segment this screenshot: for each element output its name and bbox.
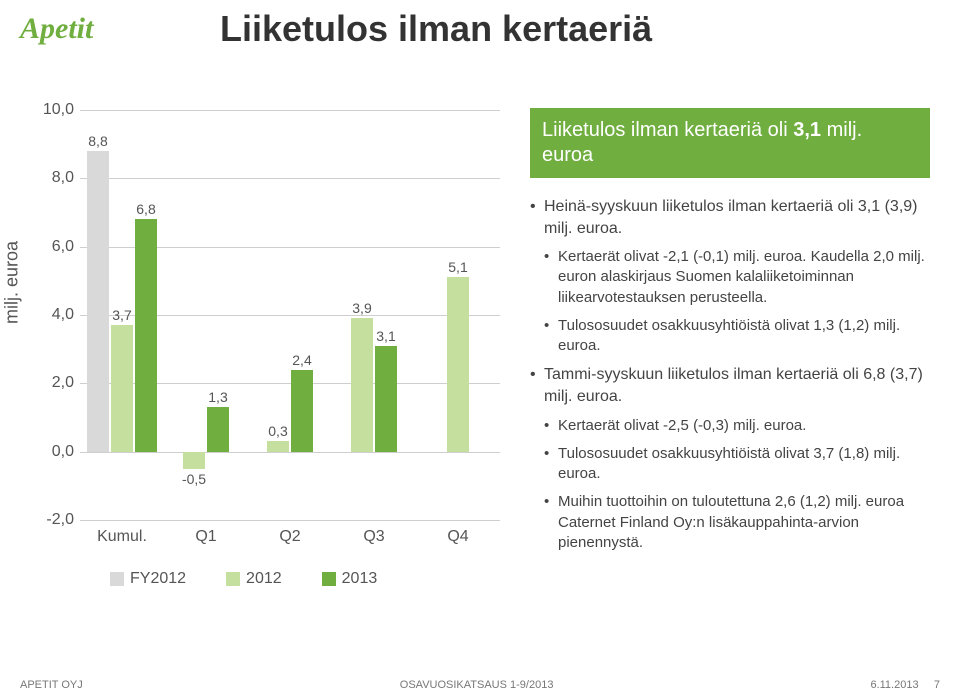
bar-group: -0,51,3 <box>183 407 229 451</box>
bar-group: 8,83,76,8 <box>87 151 157 452</box>
category-label: Q4 <box>447 528 468 546</box>
bar-value-label: 8,8 <box>88 133 107 149</box>
y-tick: 2,0 <box>52 374 74 392</box>
chart-bar: 8,8 <box>87 151 109 452</box>
chart-legend: FY2012 2012 2013 <box>110 570 377 588</box>
bar-group: 0,32,4 <box>267 370 313 452</box>
chart-bar: 5,1 <box>447 277 469 451</box>
highlight-bold: 3,1 <box>793 119 821 141</box>
bullet-sub: Tulososuudet osakkuusyhtiöistä olivat 3,… <box>530 444 940 485</box>
y-tick: 0,0 <box>52 443 74 461</box>
bullet-sub: Kertaerät olivat -2,5 (-0,3) milj. euroa… <box>530 416 940 436</box>
legend-item: FY2012 <box>110 570 186 588</box>
bar-value-label: 3,7 <box>112 307 131 323</box>
chart-bar: 3,1 <box>375 346 397 452</box>
legend-swatch <box>226 572 240 586</box>
bar-value-label: 5,1 <box>448 259 467 275</box>
legend-label: 2013 <box>342 570 378 588</box>
bullet-main: Tammi-syyskuun liiketulos ilman kertaeri… <box>530 364 940 407</box>
legend-swatch <box>322 572 336 586</box>
chart-bar: 3,9 <box>351 318 373 451</box>
page-title: Liiketulos ilman kertaeriä <box>220 8 652 50</box>
bullet-sub: Kertaerät olivat -2,1 (-0,1) milj. euroa… <box>530 247 940 308</box>
bar-group: 5,1 <box>447 277 469 451</box>
bullet-sub: Tulososuudet osakkuusyhtiöistä olivat 1,… <box>530 316 940 357</box>
brand-logo: Apetit <box>20 12 93 46</box>
bullet-sub: Muihin tuottoihin on tuloutettuna 2,6 (1… <box>530 492 940 553</box>
category-label: Q1 <box>195 528 216 546</box>
footer-right: 6.11.2013 7 <box>870 679 940 691</box>
legend-swatch <box>110 572 124 586</box>
bar-chart: milj. euroa -2,00,02,04,06,08,010,08,83,… <box>20 110 500 600</box>
chart-bar: 1,3 <box>207 407 229 451</box>
y-tick: 4,0 <box>52 306 74 324</box>
footer-left: APETIT OYJ <box>20 679 83 691</box>
y-tick: 10,0 <box>43 101 74 119</box>
bar-value-label: -0,5 <box>182 471 206 487</box>
bullet-list: Heinä-syyskuun liiketulos ilman kertaeri… <box>530 190 940 561</box>
bar-value-label: 0,3 <box>268 423 287 439</box>
chart-bar: -0,5 <box>183 452 205 469</box>
bullet-main: Heinä-syyskuun liiketulos ilman kertaeri… <box>530 196 940 239</box>
y-axis-label: milj. euroa <box>2 241 23 324</box>
y-tick: 8,0 <box>52 169 74 187</box>
highlight-prefix: Liiketulos ilman kertaeriä oli <box>542 119 793 141</box>
bar-group: 3,93,1 <box>351 318 397 451</box>
legend-label: 2012 <box>246 570 282 588</box>
bar-value-label: 6,8 <box>136 201 155 217</box>
bar-value-label: 3,9 <box>352 300 371 316</box>
y-tick: 6,0 <box>52 238 74 256</box>
chart-bar: 3,7 <box>111 325 133 451</box>
category-label: Q3 <box>363 528 384 546</box>
y-tick: -2,0 <box>46 511 74 529</box>
footer-center: OSAVUOSIKATSAUS 1-9/2013 <box>400 679 554 691</box>
chart-bar: 6,8 <box>135 219 157 451</box>
page-footer: APETIT OYJ OSAVUOSIKATSAUS 1-9/2013 6.11… <box>20 679 940 691</box>
chart-plot: -2,00,02,04,06,08,010,08,83,76,8Kumul.-0… <box>80 110 500 520</box>
footer-date: 6.11.2013 <box>870 679 918 691</box>
highlight-box: Liiketulos ilman kertaeriä oli 3,1 milj.… <box>530 108 930 178</box>
legend-item: 2013 <box>322 570 378 588</box>
chart-bar: 0,3 <box>267 441 289 451</box>
chart-bar: 2,4 <box>291 370 313 452</box>
legend-item: 2012 <box>226 570 282 588</box>
bar-value-label: 1,3 <box>208 389 227 405</box>
bar-value-label: 2,4 <box>292 352 311 368</box>
legend-label: FY2012 <box>130 570 186 588</box>
category-label: Kumul. <box>97 528 147 546</box>
footer-page: 7 <box>934 679 940 691</box>
bar-value-label: 3,1 <box>376 328 395 344</box>
category-label: Q2 <box>279 528 300 546</box>
